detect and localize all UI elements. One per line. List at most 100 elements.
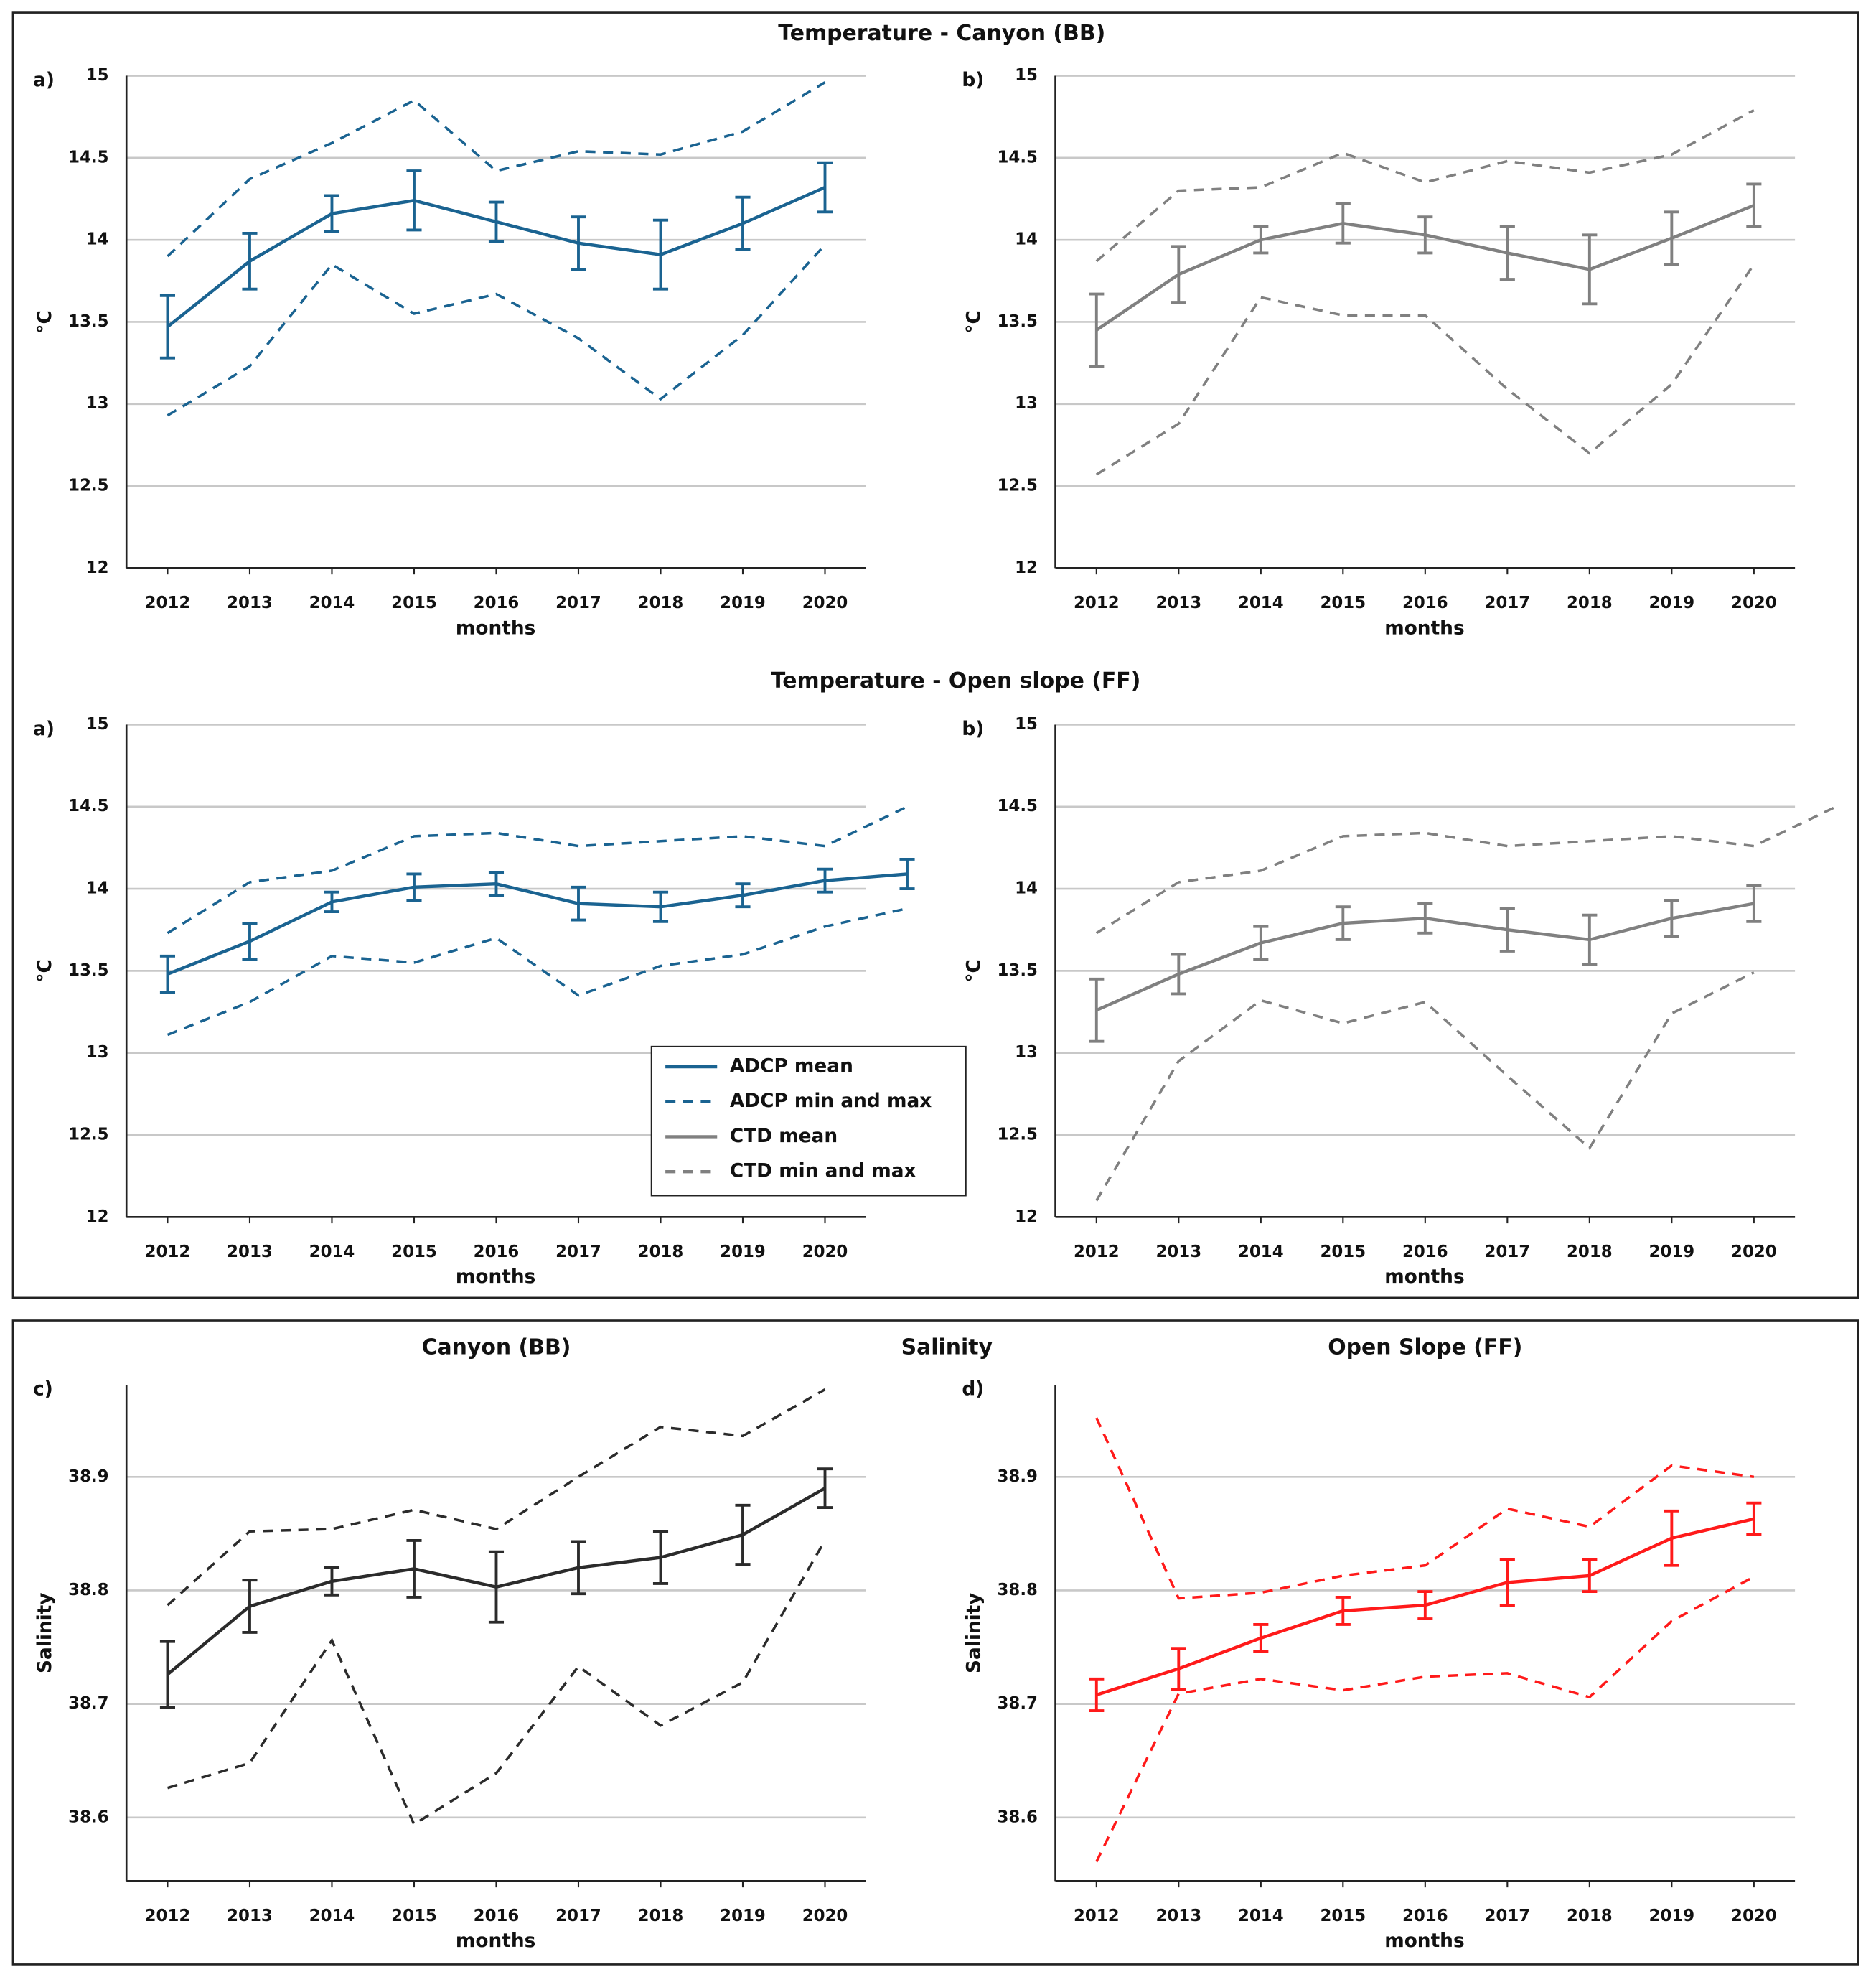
mean-line — [167, 872, 908, 976]
x-tick-label: 2016 — [1402, 1907, 1448, 1925]
panel-label: a) — [33, 70, 55, 91]
error-bar — [1417, 1590, 1433, 1620]
x-tick-label: 2015 — [391, 1243, 437, 1261]
x-tick-label: 2016 — [474, 594, 520, 612]
x-tick-label: 2012 — [145, 1907, 191, 1925]
x-axis-label: months — [1384, 617, 1464, 639]
panel-label: d) — [962, 1379, 984, 1401]
x-tick-label: 2020 — [802, 1243, 848, 1261]
error-bar — [159, 294, 176, 360]
error-bar — [1664, 1509, 1679, 1567]
range-line — [167, 1540, 827, 1826]
x-tick-label: 2016 — [1402, 594, 1448, 612]
y-tick-label: 38.9 — [998, 1467, 1038, 1486]
y-tick-label: 12.5 — [68, 477, 108, 495]
range-line — [1095, 263, 1755, 476]
x-tick-label: 2014 — [309, 1907, 355, 1925]
y-axis-label: °C — [964, 959, 985, 983]
y-tick-label: 12 — [1015, 1207, 1038, 1226]
error-bar — [1089, 1677, 1105, 1713]
error-bar — [1171, 1647, 1186, 1691]
y-tick-label: 12.5 — [998, 1125, 1038, 1144]
y-tick-label: 12 — [86, 558, 109, 577]
y-axis-label: °C — [964, 310, 985, 334]
x-axis-label: months — [1384, 1930, 1464, 1952]
x-tick-label: 2015 — [1321, 1907, 1366, 1925]
y-tick-label: 15 — [86, 66, 109, 85]
error-bar — [1746, 182, 1762, 228]
error-bar — [159, 1640, 176, 1709]
y-tick-label: 38.6 — [68, 1808, 108, 1826]
x-axis-label: months — [456, 1266, 535, 1288]
range-line — [1095, 1575, 1755, 1863]
x-tick-label: 2013 — [227, 1243, 273, 1261]
y-tick-label: 13 — [1015, 394, 1038, 413]
y-tick-label: 12.5 — [998, 477, 1038, 495]
error-bar — [571, 215, 586, 271]
y-tick-label: 38.6 — [998, 1808, 1038, 1826]
error-bar — [488, 1550, 505, 1624]
error-bar — [735, 882, 751, 909]
x-tick-label: 2017 — [555, 594, 601, 612]
x-tick-label: 2020 — [1731, 594, 1777, 612]
x-axis-label: months — [456, 1930, 535, 1952]
salinity-frame — [11, 1319, 1859, 1966]
y-axis-label: Salinity — [34, 1593, 56, 1673]
x-tick-label: 2012 — [145, 1243, 191, 1261]
error-bar — [1253, 225, 1269, 255]
error-bar — [817, 1467, 833, 1509]
error-bar — [1089, 977, 1105, 1043]
y-tick-label: 15 — [1015, 66, 1038, 85]
x-tick-label: 2020 — [802, 594, 848, 612]
x-axis-label: months — [1384, 1266, 1464, 1288]
error-bar — [1253, 925, 1269, 961]
x-tick-label: 2018 — [1567, 594, 1613, 612]
legend-label: CTD mean — [730, 1126, 838, 1147]
error-bar — [899, 857, 915, 891]
x-tick-label: 2018 — [638, 1243, 684, 1261]
error-bar — [571, 1540, 586, 1596]
x-tick-label: 2019 — [1649, 594, 1695, 612]
x-tick-label: 2020 — [802, 1907, 848, 1925]
error-bar — [652, 890, 669, 923]
x-tick-label: 2016 — [474, 1243, 520, 1261]
error-bar — [406, 872, 422, 902]
range-line — [167, 805, 908, 935]
range-line — [167, 1388, 826, 1607]
error-bar — [242, 1579, 258, 1634]
error-bar — [1664, 899, 1679, 938]
y-tick-label: 14 — [86, 230, 109, 249]
y-axis-label: °C — [34, 959, 56, 983]
x-tick-label: 2013 — [227, 594, 273, 612]
panel-title: Open Slope (FF) — [1328, 1335, 1522, 1360]
x-tick-label: 2015 — [1321, 1243, 1366, 1261]
x-tick-label: 2020 — [1731, 1243, 1777, 1261]
x-tick-label: 2018 — [638, 594, 684, 612]
error-bar — [1253, 1622, 1269, 1653]
y-tick-label: 14 — [86, 879, 109, 898]
error-bar — [1664, 210, 1679, 266]
x-tick-label: 2018 — [1567, 1907, 1613, 1925]
range-line — [1095, 1417, 1755, 1600]
range-line — [1095, 971, 1755, 1202]
y-tick-label: 38.9 — [68, 1467, 108, 1486]
panel-label: c) — [33, 1379, 53, 1401]
x-tick-label: 2019 — [720, 1907, 766, 1925]
x-tick-label: 2012 — [145, 594, 191, 612]
section-title: Temperature - Open slope (FF) — [771, 668, 1141, 693]
error-bar — [1171, 245, 1186, 304]
error-bar — [571, 885, 586, 922]
y-tick-label: 12.5 — [68, 1125, 108, 1144]
error-bar — [159, 954, 176, 994]
error-bar — [817, 867, 833, 894]
error-bar — [1582, 1558, 1598, 1593]
x-tick-label: 2019 — [1649, 1243, 1695, 1261]
x-tick-label: 2013 — [1155, 1907, 1201, 1925]
error-bar — [324, 1566, 340, 1597]
y-tick-label: 14.5 — [68, 148, 108, 167]
error-bar — [1746, 884, 1762, 923]
y-tick-label: 13 — [86, 1043, 109, 1062]
error-bar — [1417, 215, 1433, 255]
temperature-frame — [11, 11, 1859, 1299]
y-tick-label: 13.5 — [68, 961, 108, 980]
